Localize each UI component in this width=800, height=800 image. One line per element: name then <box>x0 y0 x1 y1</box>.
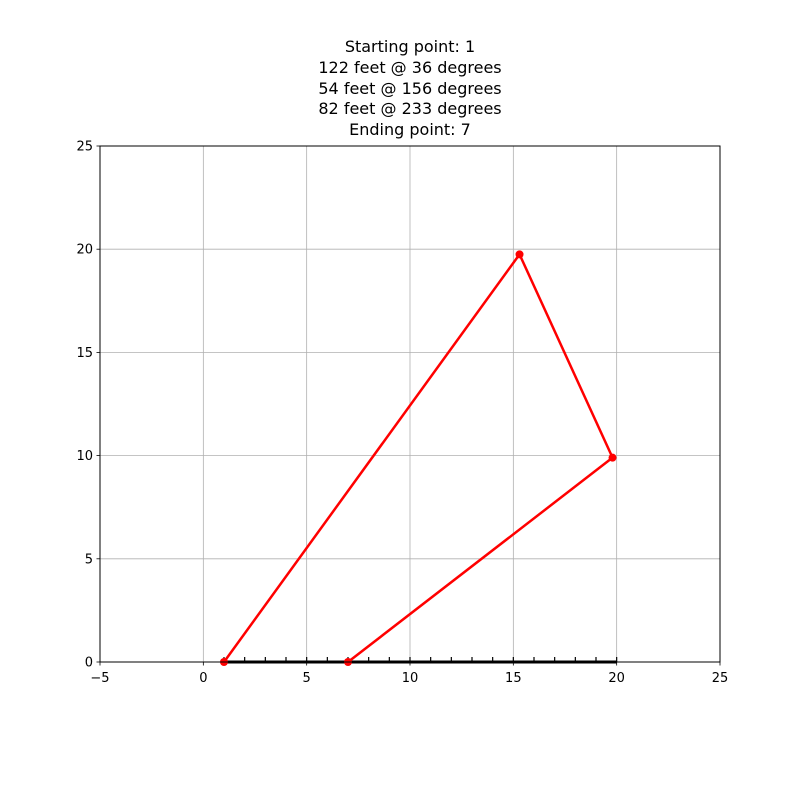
x-tick-label: 5 <box>303 671 311 686</box>
y-tick-label: 15 <box>76 346 93 361</box>
title-line-end: Ending point: 7 <box>349 120 471 140</box>
title-line-start: Starting point: 1 <box>344 37 476 56</box>
title-line-leg-3: 82 feet @ 233 degrees <box>318 99 502 119</box>
series-line <box>222 253 614 663</box>
y-tick-label: 0 <box>85 656 93 671</box>
x-tick-label: −5 <box>90 671 109 686</box>
y-tick-label: 5 <box>85 552 93 567</box>
number-line <box>223 657 618 664</box>
series-point <box>515 250 524 259</box>
x-tick-label: 25 <box>712 671 729 686</box>
y-tick-label: 20 <box>76 243 93 258</box>
x-tick-label: 0 <box>199 671 207 686</box>
chart-title: Starting point: 1 122 feet @ 36 degrees … <box>0 37 800 141</box>
series <box>220 250 617 666</box>
x-tick-label: 15 <box>505 671 522 686</box>
x-tick-label: 10 <box>402 671 419 686</box>
title-line-leg-1: 122 feet @ 36 degrees <box>318 57 502 77</box>
y-tick-label: 25 <box>76 140 93 155</box>
series-point <box>608 453 617 462</box>
x-tick-label: 20 <box>608 671 625 686</box>
title-line-leg-2: 54 feet @ 156 degrees <box>318 78 502 98</box>
y-tick-label: 10 <box>76 449 93 464</box>
